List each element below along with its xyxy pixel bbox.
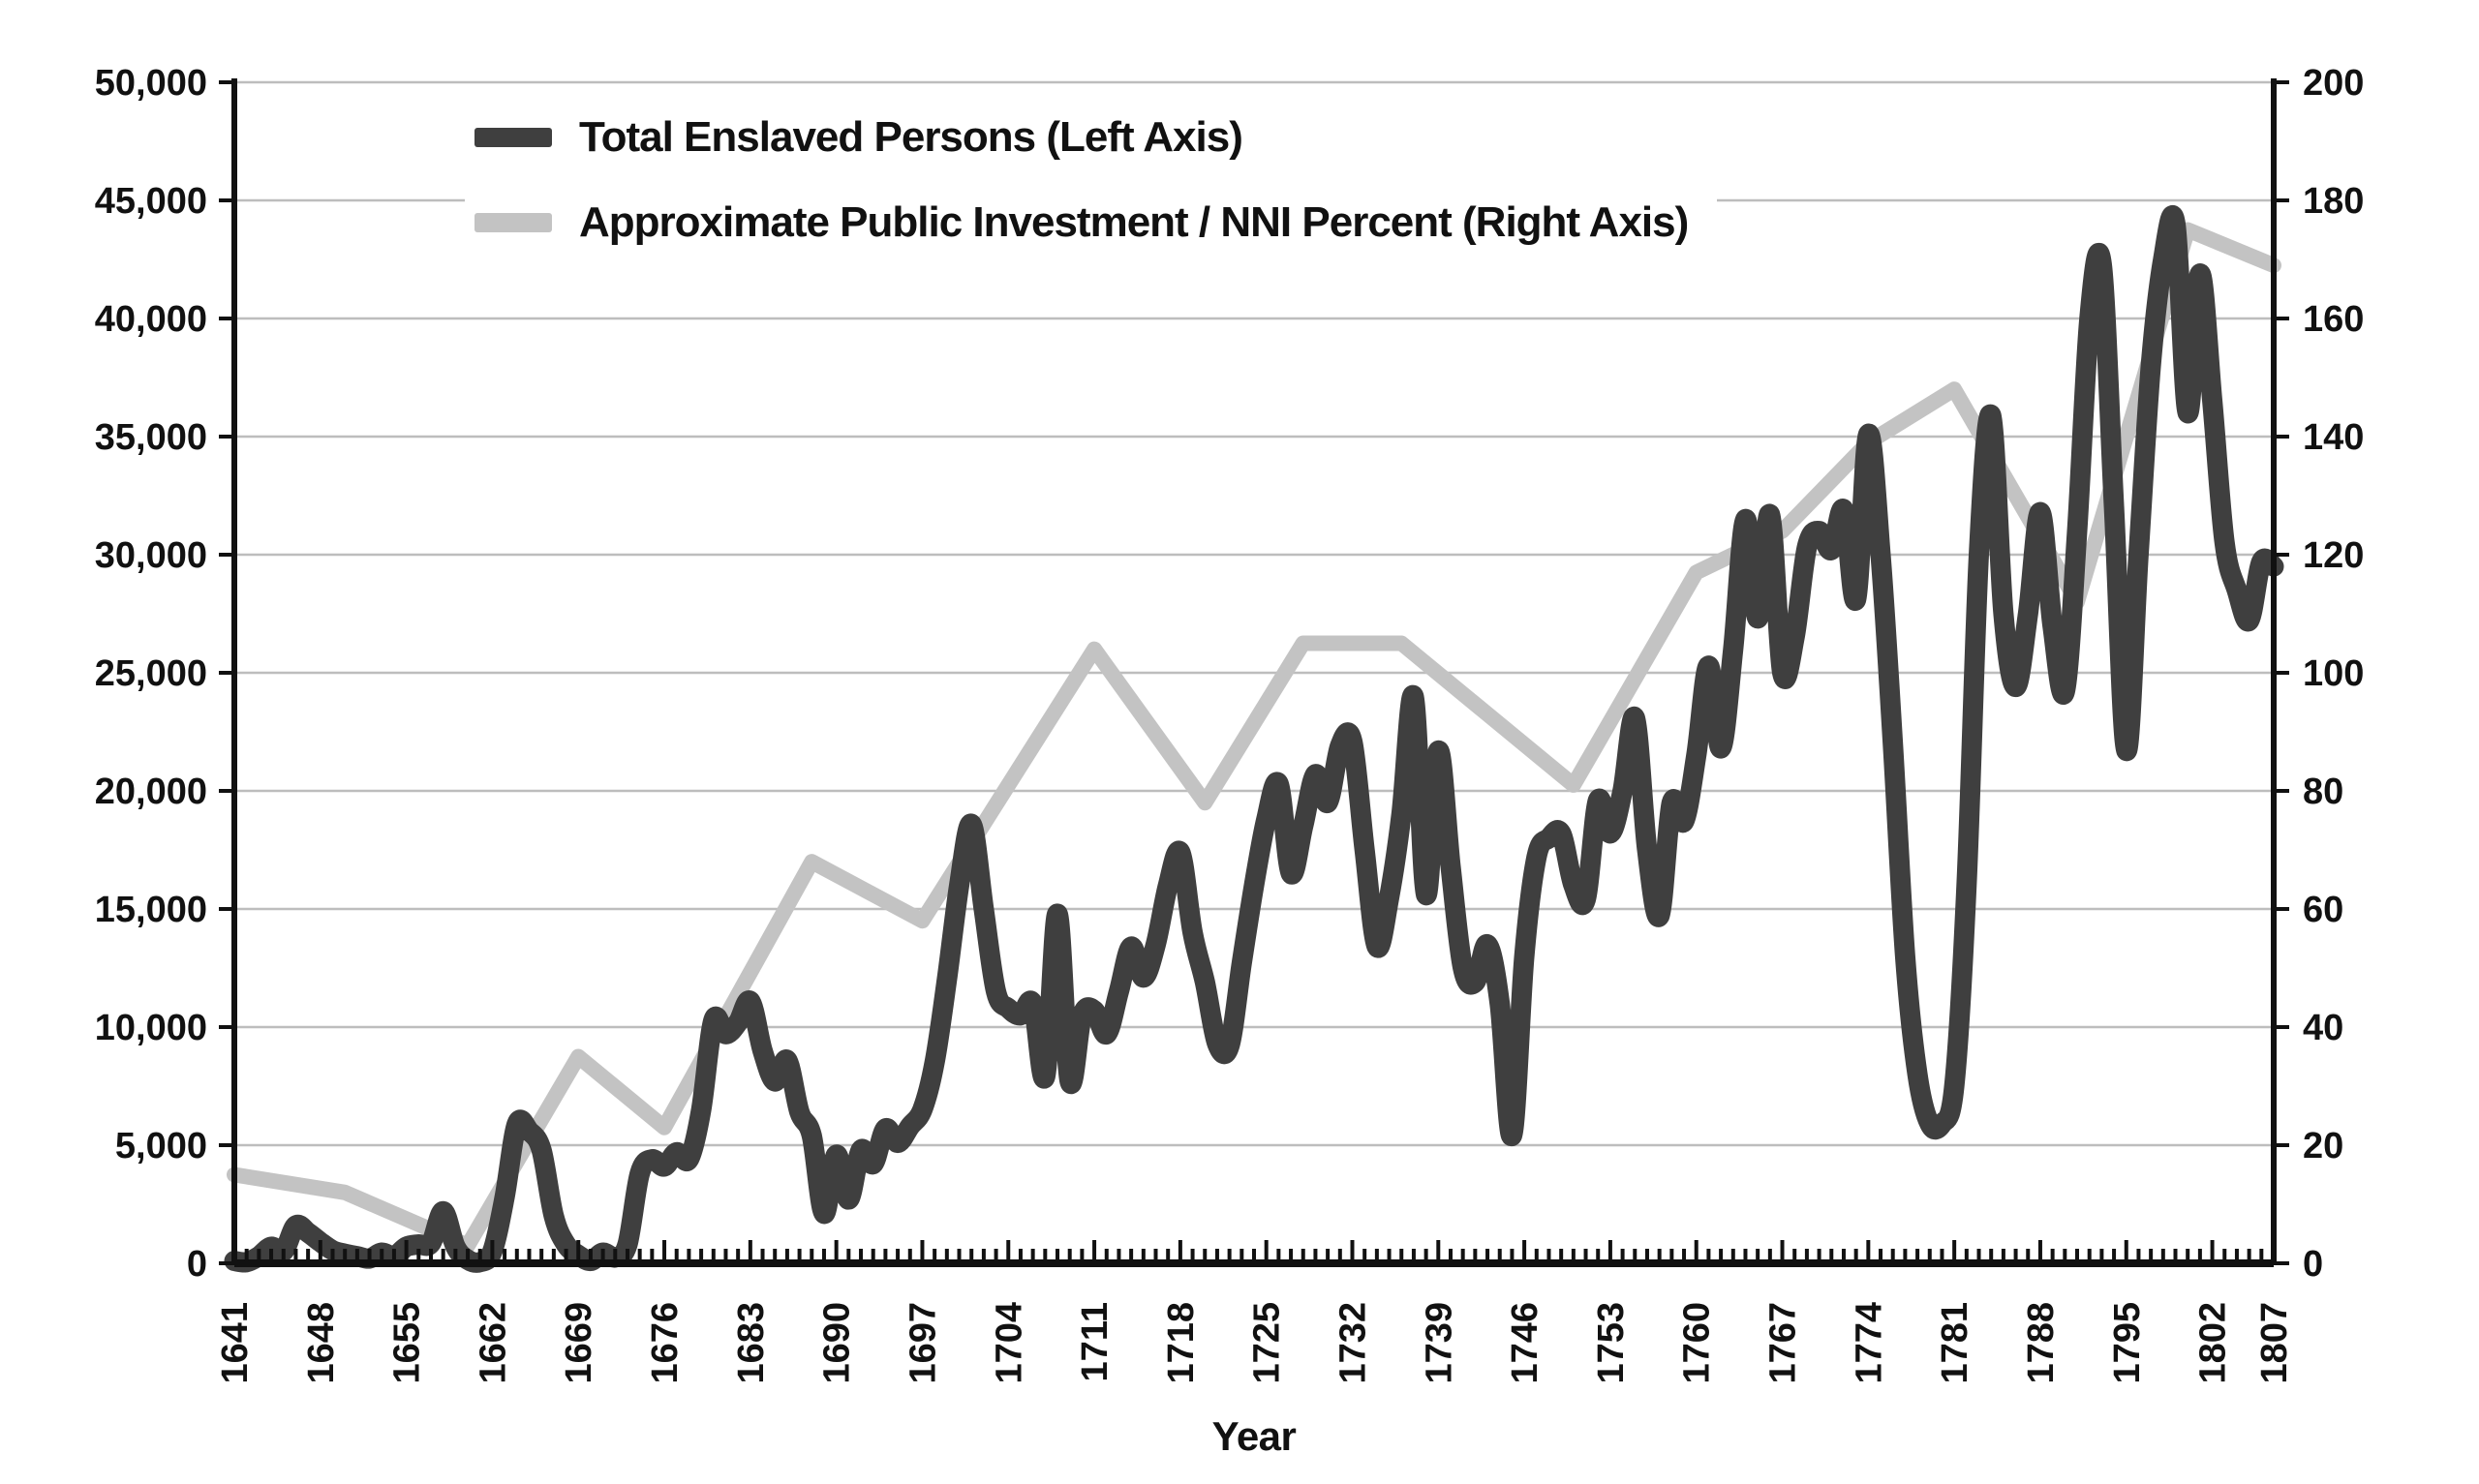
x-tick-label: 1739 — [1419, 1302, 1459, 1384]
y-tick-label-left: 50,000 — [95, 63, 207, 104]
y-tick-label-left: 5,000 — [115, 1126, 207, 1166]
y-tick-label-right: 120 — [2303, 535, 2364, 576]
y-tick-label-left: 35,000 — [95, 417, 207, 458]
x-tick-label: 1648 — [301, 1302, 342, 1384]
legend-label-public-investment: Approximate Public Investment / NNI Perc… — [579, 198, 1689, 246]
legend-swatch-dark-icon — [474, 128, 552, 147]
y-tick-label-right: 60 — [2303, 890, 2343, 930]
x-tick-label: 1662 — [473, 1302, 513, 1384]
y-tick-label-left: 25,000 — [95, 653, 207, 694]
x-tick-label: 1760 — [1677, 1302, 1718, 1384]
y-axis-left-labels: 0 5,000 10,000 15,000 20,000 25,000 30,000 35,0… — [95, 63, 234, 1285]
y-tick-label-right: 200 — [2303, 63, 2364, 104]
x-tick-label: 1802 — [2193, 1302, 2234, 1384]
y-tick-label-right: 160 — [2303, 299, 2364, 340]
x-tick-label: 1641 — [215, 1302, 256, 1384]
x-tick-label: 1807 — [2254, 1302, 2295, 1384]
x-axis-title: Year — [1211, 1413, 1297, 1459]
x-tick-label: 1676 — [645, 1302, 686, 1384]
legend-item-enslaved-persons: Total Enslaved Persons (Left Axis) — [474, 95, 1688, 180]
x-tick-label: 1788 — [2021, 1302, 2062, 1384]
y-tick-label-left: 0 — [187, 1244, 207, 1285]
x-tick-label: 1725 — [1247, 1302, 1288, 1384]
y-tick-label-left: 30,000 — [95, 535, 207, 576]
legend-item-public-investment: Approximate Public Investment / NNI Perc… — [474, 180, 1689, 265]
x-tick-label: 1690 — [817, 1302, 858, 1384]
x-tick-label: 1732 — [1332, 1302, 1373, 1384]
y-tick-label-right: 20 — [2303, 1126, 2343, 1166]
y-tick-label-left: 20,000 — [95, 772, 207, 812]
x-tick-label: 1781 — [1935, 1302, 1975, 1384]
y-tick-label-left: 40,000 — [95, 299, 207, 340]
x-tick-label: 1767 — [1763, 1302, 1804, 1384]
y-tick-label-left: 10,000 — [95, 1008, 207, 1048]
legend-label-enslaved-persons: Total Enslaved Persons (Left Axis) — [579, 113, 1243, 161]
x-tick-label: 1711 — [1075, 1302, 1116, 1381]
x-axis-ticks — [232, 1240, 2276, 1261]
y-tick-label-right: 40 — [2303, 1008, 2343, 1048]
y-tick-label-right: 80 — [2303, 772, 2343, 812]
y-tick-label-right: 100 — [2303, 653, 2364, 694]
x-tick-label: 1683 — [731, 1302, 772, 1384]
x-tick-label: 1774 — [1849, 1302, 1889, 1384]
y-tick-label-right: 0 — [2303, 1244, 2323, 1285]
x-tick-label: 1718 — [1161, 1302, 1202, 1384]
x-tick-label: 1669 — [559, 1302, 599, 1384]
series-enslaved-persons-line — [224, 205, 2284, 1273]
x-tick-label: 1655 — [387, 1302, 428, 1384]
x-tick-label: 1795 — [2107, 1302, 2148, 1384]
y-tick-label-left: 45,000 — [95, 181, 207, 222]
y-tick-label-right: 180 — [2303, 181, 2364, 222]
y-axis-right-labels: 0 20 40 60 80 100 120 140 160 180 200 — [2274, 63, 2364, 1285]
legend: Total Enslaved Persons (Left Axis) Appro… — [465, 89, 1718, 275]
x-tick-label: 1753 — [1591, 1302, 1632, 1384]
x-axis-labels: 1641 1648 1655 1662 1669 1676 1683 1690 1697 1704… — [215, 1302, 2295, 1384]
y-tick-label-right: 140 — [2303, 417, 2364, 458]
y-tick-label-left: 15,000 — [95, 890, 207, 930]
x-tick-label: 1704 — [989, 1302, 1029, 1384]
legend-swatch-light-icon — [474, 213, 552, 232]
x-tick-label: 1697 — [903, 1302, 943, 1384]
series-public-investment-line — [227, 222, 2281, 1254]
x-tick-label: 1746 — [1505, 1302, 1546, 1384]
